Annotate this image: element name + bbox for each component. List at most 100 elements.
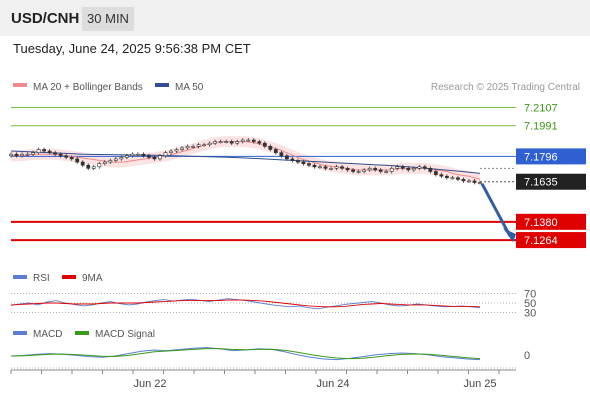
candle-body (31, 152, 35, 155)
candle-body (218, 141, 223, 143)
chart-panel (0, 36, 590, 400)
rsi-ma-legend-swatch (62, 275, 76, 279)
candle-body (472, 180, 477, 183)
candle-body (351, 169, 355, 172)
candle-body (147, 155, 151, 158)
candle-body (450, 177, 455, 180)
macd-legend-swatch (13, 331, 27, 335)
candle-body (384, 171, 389, 173)
price-candles (9, 138, 482, 185)
candle-body (108, 160, 113, 163)
candle-body (69, 157, 74, 160)
candle-body (340, 166, 344, 169)
price-levels (11, 106, 516, 242)
candle-body (307, 163, 311, 166)
level-label-0: 7.2107 (524, 102, 558, 114)
ma20-legend-swatch (13, 83, 27, 87)
candle-body (174, 149, 179, 152)
candle-body (411, 168, 416, 171)
candle-body (356, 171, 361, 173)
candle-body (191, 146, 195, 148)
x-tick-label-1: Jun 24 (316, 378, 349, 390)
candle-body (136, 153, 140, 156)
rsi-legend-label: RSI (33, 273, 50, 284)
timeframe-button[interactable]: 30 MIN (82, 7, 134, 31)
candle-body (444, 175, 449, 179)
candle-body (400, 166, 405, 169)
level-label-1: 7.1991 (524, 121, 558, 133)
candle-body (378, 169, 383, 172)
forecast-arrow-shaft (480, 183, 512, 237)
candle-body (334, 166, 339, 169)
x-tick-label-2: Jun 25 (463, 378, 496, 390)
candle-body (251, 139, 256, 142)
candle-body (329, 168, 333, 170)
candle-body (86, 164, 91, 169)
macd-signal-legend-label: MACD Signal (95, 329, 155, 340)
candle-body (25, 153, 30, 156)
current-price-tag (516, 173, 586, 190)
rsi-ma-line (10, 299, 481, 308)
candle-body (268, 146, 273, 150)
ma20-legend-label: MA 20 + Bollinger Bands (33, 82, 143, 93)
level-label-2: 7.1796 (524, 151, 558, 163)
candle-body (207, 142, 212, 146)
candle-body (422, 166, 427, 169)
candle-body (42, 149, 47, 152)
candle-body (97, 163, 102, 168)
candle-body (318, 166, 322, 169)
candle-body (119, 157, 124, 160)
candle-body (240, 139, 245, 142)
macd-pane: 0 (10, 347, 530, 369)
candle-body (224, 141, 229, 143)
candle-body (478, 182, 482, 184)
candle-body (202, 144, 207, 147)
candle-body (14, 153, 19, 157)
candle-body (152, 157, 157, 160)
level-tag-4 (516, 232, 586, 249)
candle-body (428, 168, 433, 172)
candle-body (53, 152, 58, 155)
candle-body (312, 164, 317, 168)
credit-text: Research © 2025 Trading Central (431, 82, 580, 93)
ma50-line (10, 150, 481, 174)
macd-signal-legend-swatch (75, 331, 89, 335)
x-tick-label-0: Jun 22 (133, 378, 166, 390)
candle-body (279, 152, 284, 157)
candle-body (196, 144, 201, 147)
candle-body (257, 141, 262, 144)
candle-body (130, 153, 135, 157)
top-bar: USD/CNH 30 MIN (0, 0, 590, 36)
candle-body (406, 168, 411, 171)
candle-body (290, 158, 295, 161)
candle-body (113, 158, 118, 161)
rsi-level-label-1: 50 (524, 298, 536, 310)
candle-body (20, 153, 24, 157)
level-tag-3 (516, 213, 586, 230)
candle-body (75, 158, 80, 163)
rsi-level-label-2: 30 (524, 308, 536, 320)
forecast-arrow-head (503, 228, 516, 243)
candle-body (246, 139, 251, 142)
candle-body (262, 142, 267, 147)
candle-body (367, 168, 372, 171)
candle-body (64, 155, 69, 158)
rsi-level-label-0: 70 (524, 288, 536, 300)
current-price-label: 7.1635 (524, 177, 558, 189)
candle-body (235, 141, 240, 144)
rsi-legend-swatch (13, 275, 27, 279)
candle-body (213, 141, 218, 144)
bollinger-band-area (11, 136, 480, 185)
candle-body (36, 149, 41, 153)
timestamp: Tuesday, June 24, 2025 9:56:38 PM CET (13, 41, 251, 56)
level-label-3: 7.1380 (524, 217, 558, 229)
candle-body (389, 168, 394, 172)
candle-body (158, 155, 162, 160)
candle-body (456, 177, 460, 180)
rsi-line (10, 298, 481, 310)
macd-zero-label: 0 (524, 350, 530, 362)
candle-body (284, 155, 289, 160)
